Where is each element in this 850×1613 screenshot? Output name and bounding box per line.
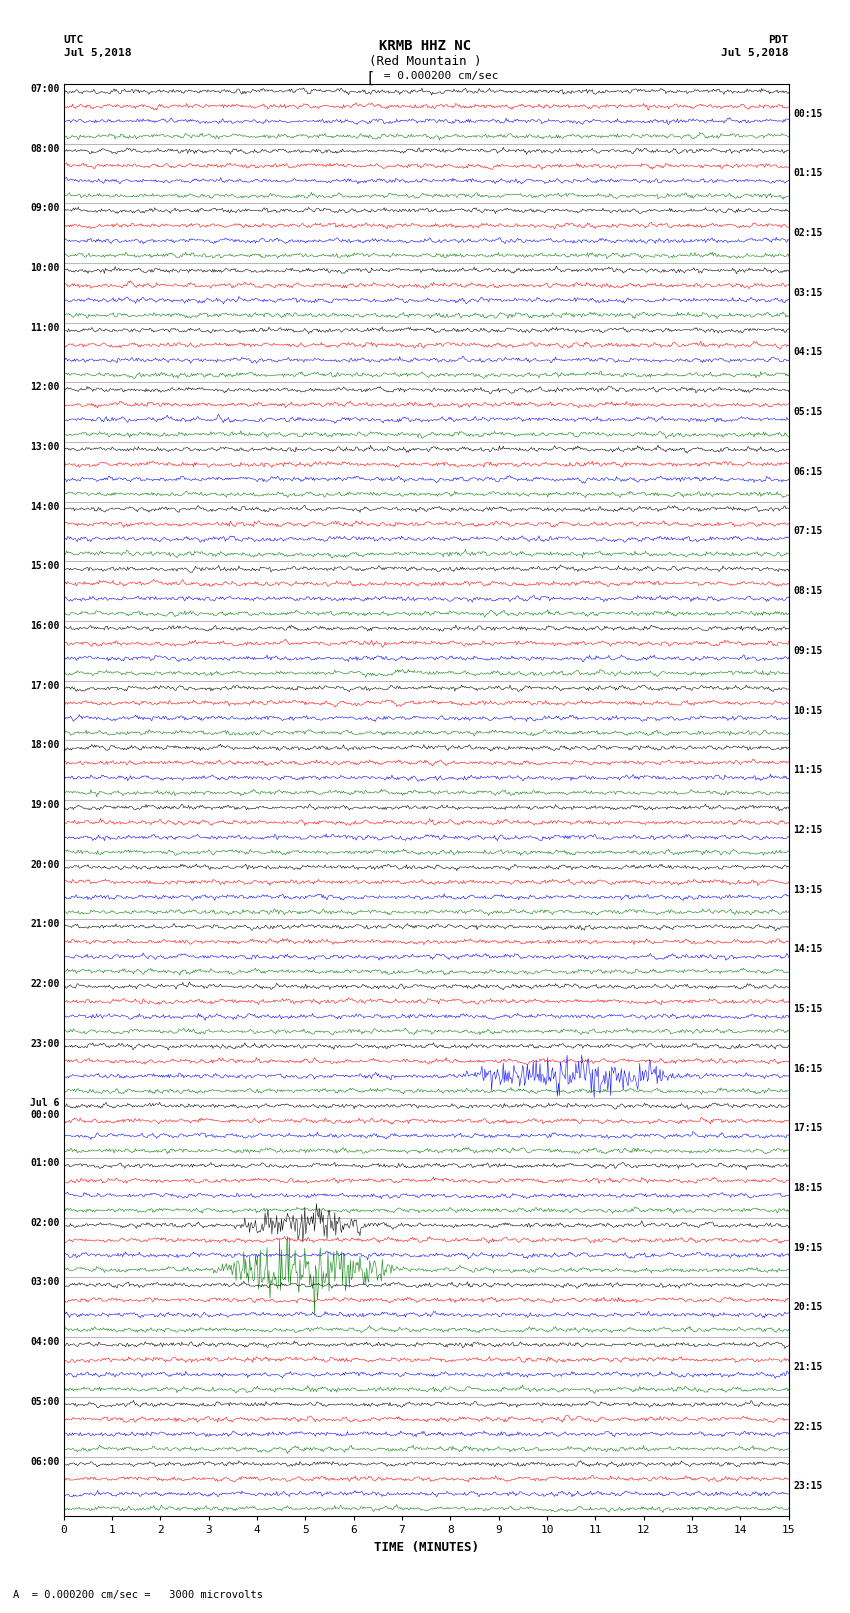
Text: KRMB HHZ NC: KRMB HHZ NC xyxy=(379,39,471,53)
Text: 01:15: 01:15 xyxy=(793,168,823,179)
Text: Jul 6
00:00: Jul 6 00:00 xyxy=(30,1098,60,1119)
Text: 21:15: 21:15 xyxy=(793,1361,823,1373)
Text: 17:00: 17:00 xyxy=(30,681,60,690)
Text: 18:15: 18:15 xyxy=(793,1182,823,1194)
Text: 09:00: 09:00 xyxy=(30,203,60,213)
Text: 19:15: 19:15 xyxy=(793,1242,823,1253)
Text: 12:15: 12:15 xyxy=(793,824,823,836)
Text: 06:00: 06:00 xyxy=(30,1457,60,1466)
Text: 04:15: 04:15 xyxy=(793,347,823,358)
Text: 03:00: 03:00 xyxy=(30,1277,60,1287)
Text: 19:00: 19:00 xyxy=(30,800,60,810)
Text: [: [ xyxy=(366,71,374,85)
Text: UTC: UTC xyxy=(64,35,84,45)
Text: 16:15: 16:15 xyxy=(793,1063,823,1074)
Text: 23:15: 23:15 xyxy=(793,1481,823,1492)
Text: Jul 5,2018: Jul 5,2018 xyxy=(722,48,789,58)
Text: 04:00: 04:00 xyxy=(30,1337,60,1347)
Text: 13:00: 13:00 xyxy=(30,442,60,452)
Text: 07:15: 07:15 xyxy=(793,526,823,537)
Text: 15:15: 15:15 xyxy=(793,1003,823,1015)
Text: = 0.000200 cm/sec: = 0.000200 cm/sec xyxy=(377,71,498,81)
Text: 15:00: 15:00 xyxy=(30,561,60,571)
Text: 18:00: 18:00 xyxy=(30,740,60,750)
Text: 13:15: 13:15 xyxy=(793,884,823,895)
Text: 14:00: 14:00 xyxy=(30,502,60,511)
Text: 23:00: 23:00 xyxy=(30,1039,60,1048)
Text: 21:00: 21:00 xyxy=(30,919,60,929)
Text: 08:15: 08:15 xyxy=(793,586,823,597)
Text: 09:15: 09:15 xyxy=(793,645,823,656)
Text: 05:00: 05:00 xyxy=(30,1397,60,1407)
Text: 05:15: 05:15 xyxy=(793,406,823,418)
Text: 22:15: 22:15 xyxy=(793,1421,823,1432)
Text: 22:00: 22:00 xyxy=(30,979,60,989)
Text: 12:00: 12:00 xyxy=(30,382,60,392)
Text: 00:15: 00:15 xyxy=(793,108,823,119)
Text: 02:15: 02:15 xyxy=(793,227,823,239)
Text: 14:15: 14:15 xyxy=(793,944,823,955)
Text: 10:15: 10:15 xyxy=(793,705,823,716)
Text: 16:00: 16:00 xyxy=(30,621,60,631)
Text: 06:15: 06:15 xyxy=(793,466,823,477)
Text: 03:15: 03:15 xyxy=(793,287,823,298)
Text: 20:15: 20:15 xyxy=(793,1302,823,1313)
Text: 11:00: 11:00 xyxy=(30,323,60,332)
Text: (Red Mountain ): (Red Mountain ) xyxy=(369,55,481,68)
Text: Jul 5,2018: Jul 5,2018 xyxy=(64,48,131,58)
Text: 07:00: 07:00 xyxy=(30,84,60,94)
Text: 01:00: 01:00 xyxy=(30,1158,60,1168)
Text: 08:00: 08:00 xyxy=(30,144,60,153)
Text: PDT: PDT xyxy=(768,35,789,45)
Text: 11:15: 11:15 xyxy=(793,765,823,776)
Text: 10:00: 10:00 xyxy=(30,263,60,273)
Text: A  = 0.000200 cm/sec =   3000 microvolts: A = 0.000200 cm/sec = 3000 microvolts xyxy=(13,1590,263,1600)
Text: 20:00: 20:00 xyxy=(30,860,60,869)
Text: 17:15: 17:15 xyxy=(793,1123,823,1134)
Text: 02:00: 02:00 xyxy=(30,1218,60,1227)
X-axis label: TIME (MINUTES): TIME (MINUTES) xyxy=(374,1540,479,1553)
